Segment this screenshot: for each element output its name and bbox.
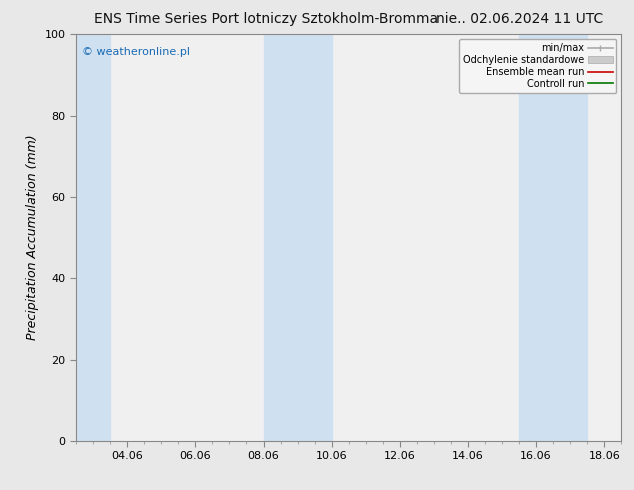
Bar [264, 34, 332, 441]
Legend: min/max, Odchylenie standardowe, Ensemble mean run, Controll run: min/max, Odchylenie standardowe, Ensembl… [459, 39, 616, 93]
Text: © weatheronline.pl: © weatheronline.pl [82, 47, 190, 56]
Text: ENS Time Series Port lotniczy Sztokholm-Bromma: ENS Time Series Port lotniczy Sztokholm-… [94, 12, 438, 26]
Text: nie.. 02.06.2024 11 UTC: nie.. 02.06.2024 11 UTC [436, 12, 604, 26]
Bar [76, 34, 110, 441]
Y-axis label: Precipitation Accumulation (mm): Precipitation Accumulation (mm) [26, 135, 39, 341]
Bar [519, 34, 587, 441]
